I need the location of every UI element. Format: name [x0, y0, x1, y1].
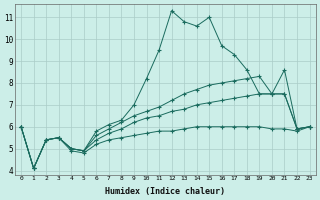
- X-axis label: Humidex (Indice chaleur): Humidex (Indice chaleur): [105, 187, 225, 196]
